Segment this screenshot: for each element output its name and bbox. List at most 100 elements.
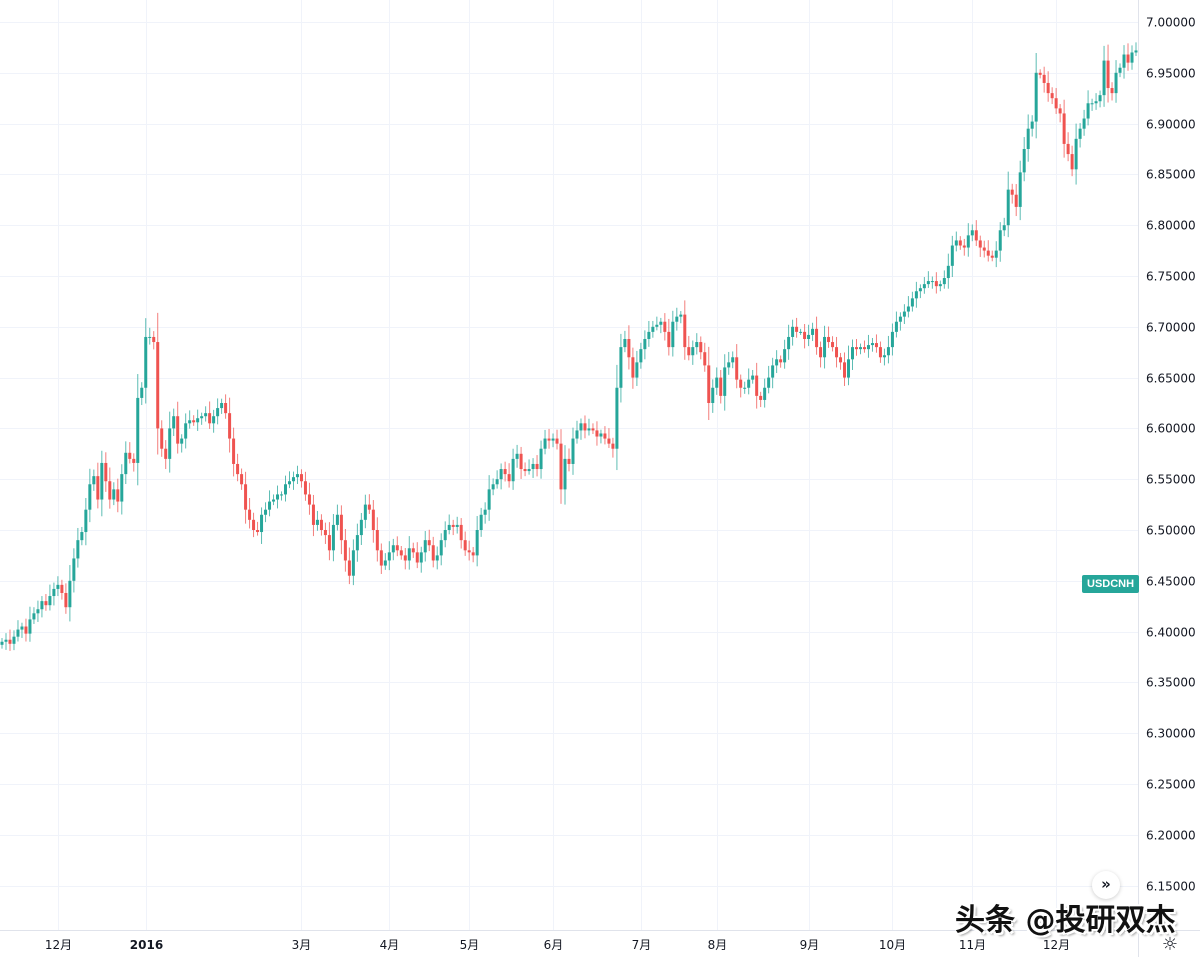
- candle: [1102, 45, 1106, 107]
- candle: [160, 420, 164, 457]
- candle: [711, 379, 715, 413]
- y-tick-label: 6.80000: [1146, 219, 1196, 233]
- x-tick-label: 8月: [708, 938, 728, 952]
- candle-body: [559, 443, 563, 490]
- candle: [1126, 43, 1130, 71]
- candle-body: [707, 365, 711, 403]
- candle: [515, 444, 519, 468]
- candle: [583, 415, 587, 439]
- candle-body: [152, 336, 156, 343]
- candle-body: [188, 420, 192, 424]
- candle-body: [1118, 67, 1122, 73]
- candle: [827, 326, 831, 348]
- candle-body: [575, 430, 579, 439]
- candle-body: [56, 584, 60, 589]
- time-axis[interactable]: 12月 2016 3月 4月 5月 6月 7月 8月 9月 10月 11月 12月: [45, 938, 1070, 952]
- candle: [1014, 184, 1018, 217]
- candle-body: [172, 416, 176, 429]
- scroll-to-realtime-button[interactable]: »: [1092, 871, 1120, 899]
- candle-body: [132, 458, 136, 463]
- candle-body: [930, 281, 934, 283]
- candle: [287, 471, 291, 489]
- candle-body: [220, 403, 224, 409]
- candle-body: [196, 418, 200, 423]
- candle: [44, 594, 48, 611]
- candle: [176, 401, 180, 454]
- candle: [391, 538, 395, 561]
- candle: [132, 453, 136, 472]
- candle-body: [164, 448, 168, 459]
- candle-body: [140, 387, 144, 398]
- candle: [108, 467, 112, 509]
- candle: [220, 398, 224, 414]
- candle: [68, 565, 72, 622]
- candle: [523, 462, 527, 477]
- candle: [839, 352, 843, 370]
- candle: [1058, 104, 1062, 123]
- y-tick-label: 6.55000: [1146, 473, 1196, 487]
- candle: [811, 322, 815, 342]
- candle-body: [795, 326, 799, 332]
- candle: [966, 223, 970, 257]
- candle: [615, 364, 619, 471]
- candle: [204, 406, 208, 422]
- candle-body: [615, 387, 619, 449]
- candle-body: [683, 314, 687, 348]
- candle-body: [48, 596, 52, 606]
- candle: [926, 271, 930, 288]
- candle-body: [168, 428, 172, 459]
- candle-body: [347, 560, 351, 576]
- candle: [1018, 160, 1022, 221]
- candle: [1030, 115, 1034, 137]
- candle: [619, 333, 623, 403]
- candle: [180, 434, 184, 453]
- candle: [739, 374, 743, 398]
- candle: [603, 426, 607, 445]
- candle-body: [0, 641, 4, 645]
- candle-body: [303, 481, 307, 495]
- candle: [403, 548, 407, 570]
- candle: [707, 346, 711, 421]
- candle-body: [407, 548, 411, 561]
- candle: [359, 512, 363, 545]
- candle-body: [839, 357, 843, 363]
- candle-body: [767, 377, 771, 388]
- price-axis[interactable]: 7.00000 6.95000 6.90000 6.85000 6.80000 6.750…: [1146, 16, 1196, 894]
- candle: [946, 253, 950, 289]
- candle: [56, 576, 60, 597]
- candle-body: [1074, 138, 1078, 170]
- candle: [1118, 63, 1122, 78]
- candle-body: [439, 540, 443, 556]
- gear-icon[interactable]: ☼: [1161, 934, 1179, 955]
- candle-body: [823, 336, 827, 358]
- candle: [84, 497, 88, 546]
- candle-body: [192, 420, 196, 423]
- candle: [200, 412, 204, 425]
- candle: [655, 316, 659, 331]
- candle: [878, 341, 882, 363]
- candle: [874, 334, 878, 353]
- candle-body: [208, 413, 212, 424]
- x-tick-label: 6月: [544, 938, 564, 952]
- candle: [387, 541, 391, 571]
- candle-body: [32, 613, 36, 620]
- candle: [1130, 45, 1134, 70]
- candle-body: [36, 609, 40, 614]
- candle: [164, 440, 168, 470]
- y-tick-label: 6.50000: [1146, 524, 1196, 538]
- candle: [112, 482, 116, 506]
- candle-body: [547, 438, 551, 441]
- candle-body: [1098, 95, 1102, 102]
- candle: [978, 235, 982, 257]
- candle-body: [435, 555, 439, 561]
- candle-body: [216, 408, 220, 417]
- candle-body: [447, 524, 451, 530]
- candle-body: [120, 474, 124, 502]
- candle-body: [926, 281, 930, 285]
- candle: [679, 311, 683, 324]
- candle-body: [148, 336, 152, 338]
- candle: [76, 527, 80, 568]
- candle-body: [751, 375, 755, 380]
- candle: [491, 478, 495, 496]
